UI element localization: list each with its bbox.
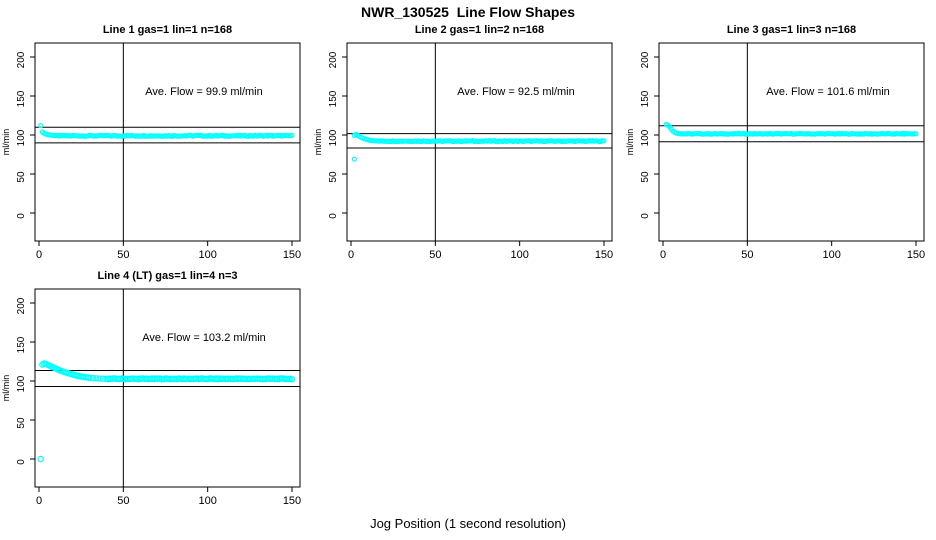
plot-svg: Line 2 gas=1 lin=2 n=168 0 50 100 150 200 ml/m… bbox=[313, 24, 613, 261]
scatter-points bbox=[37, 360, 296, 463]
data-point bbox=[289, 132, 295, 138]
y-tick-label: 100 bbox=[16, 129, 27, 146]
data-point bbox=[288, 376, 296, 383]
x-tick-label: 150 bbox=[595, 249, 613, 261]
panel-line-1: Line 1 gas=1 lin=1 n=168 0 50 100 150 200 ml/m… bbox=[0, 16, 312, 276]
scatter-points bbox=[38, 122, 295, 139]
plot-svg: Line 1 gas=1 lin=1 n=168 0 50 100 150 200 ml/m… bbox=[1, 24, 301, 261]
panel-title: Line 1 gas=1 lin=1 n=168 bbox=[103, 24, 232, 36]
y-tick-label: 150 bbox=[640, 90, 651, 107]
panel-line-2: Line 2 gas=1 lin=2 n=168 0 50 100 150 200 ml/m… bbox=[312, 16, 624, 276]
y-tick-label: 200 bbox=[16, 297, 27, 314]
plot-box bbox=[34, 42, 301, 242]
y-tick-label: 50 bbox=[16, 171, 27, 183]
y-tick-label: 50 bbox=[328, 171, 339, 183]
panel-title: Line 2 gas=1 lin=2 n=168 bbox=[415, 24, 544, 36]
y-tick-label: 0 bbox=[328, 213, 339, 219]
x-tick-label: 0 bbox=[348, 249, 354, 261]
panel-line-4: Line 4 (LT) gas=1 lin=4 n=3 0 50 100 150 200 m… bbox=[0, 262, 312, 522]
y-tick-label: 0 bbox=[16, 213, 27, 219]
x-tick-label: 0 bbox=[36, 249, 42, 261]
data-point bbox=[93, 375, 100, 382]
x-tick-label: 0 bbox=[36, 495, 42, 507]
y-tick-label: 100 bbox=[328, 129, 339, 146]
plot-svg: Line 3 gas=1 lin=3 n=168 0 50 100 150 200 ml/m… bbox=[625, 24, 925, 261]
y-tick-label: 150 bbox=[16, 336, 27, 353]
data-point bbox=[38, 122, 44, 129]
plot-svg: Line 4 (LT) gas=1 lin=4 n=3 0 50 100 150 200 m… bbox=[1, 270, 301, 507]
y-tick-label: 150 bbox=[328, 90, 339, 107]
x-tick-label: 150 bbox=[283, 249, 301, 261]
scatter-points bbox=[663, 121, 919, 137]
y-tick-label: 150 bbox=[16, 90, 27, 107]
x-tick-label: 150 bbox=[283, 495, 301, 507]
panel-title: Line 4 (LT) gas=1 lin=4 n=3 bbox=[97, 270, 237, 282]
y-tick-label: 200 bbox=[328, 51, 339, 68]
data-point bbox=[402, 138, 408, 144]
plot-box bbox=[346, 42, 613, 242]
data-point bbox=[790, 131, 796, 137]
figure-title: NWR_130525 Line Flow Shapes bbox=[361, 4, 575, 20]
y-tick-label: 50 bbox=[16, 417, 27, 429]
x-tick-label: 0 bbox=[660, 249, 666, 261]
panel-line-3: Line 3 gas=1 lin=3 n=168 0 50 100 150 200 ml/m… bbox=[624, 16, 936, 276]
x-tick-label: 50 bbox=[741, 249, 753, 261]
x-tick-label: 50 bbox=[117, 249, 129, 261]
data-point bbox=[913, 131, 919, 137]
annotation-ave-flow: Ave. Flow = 92.5 ml/min bbox=[457, 86, 574, 98]
annotation-ave-flow: Ave. Flow = 103.2 ml/min bbox=[142, 332, 266, 344]
plot-box bbox=[34, 288, 301, 488]
y-tick-label: 200 bbox=[16, 51, 27, 68]
data-point bbox=[478, 138, 484, 144]
x-tick-label: 50 bbox=[117, 495, 129, 507]
y-tick-label: 200 bbox=[640, 51, 651, 68]
x-tick-label: 150 bbox=[907, 249, 925, 261]
data-point bbox=[86, 374, 93, 382]
y-tick-label: 0 bbox=[640, 213, 651, 219]
data-point bbox=[96, 375, 103, 382]
annotation-ave-flow: Ave. Flow = 99.9 ml/min bbox=[145, 86, 262, 98]
y-axis-label: ml/min bbox=[313, 129, 323, 156]
x-tick-label: 100 bbox=[198, 495, 216, 507]
y-axis-label: ml/min bbox=[1, 129, 11, 156]
data-point bbox=[351, 156, 358, 162]
scatter-points bbox=[351, 131, 607, 162]
data-point bbox=[228, 133, 234, 139]
data-point bbox=[89, 374, 97, 382]
annotation-ave-flow: Ave. Flow = 101.6 ml/min bbox=[766, 86, 890, 98]
y-tick-label: 0 bbox=[16, 459, 27, 465]
x-tick-label: 50 bbox=[429, 249, 441, 261]
x-tick-label: 100 bbox=[198, 249, 216, 261]
y-tick-label: 50 bbox=[640, 171, 651, 183]
data-point bbox=[37, 455, 44, 463]
data-point bbox=[517, 138, 523, 144]
y-axis-label: ml/min bbox=[1, 375, 11, 402]
x-tick-label: 100 bbox=[510, 249, 528, 261]
x-axis-title: Jog Position (1 second resolution) bbox=[370, 516, 566, 531]
y-tick-label: 100 bbox=[16, 375, 27, 392]
y-tick-label: 100 bbox=[640, 129, 651, 146]
x-tick-label: 100 bbox=[822, 249, 840, 261]
panel-title: Line 3 gas=1 lin=3 n=168 bbox=[727, 24, 856, 36]
y-axis-label: ml/min bbox=[625, 129, 635, 156]
data-point bbox=[601, 138, 607, 144]
data-point bbox=[230, 133, 236, 139]
